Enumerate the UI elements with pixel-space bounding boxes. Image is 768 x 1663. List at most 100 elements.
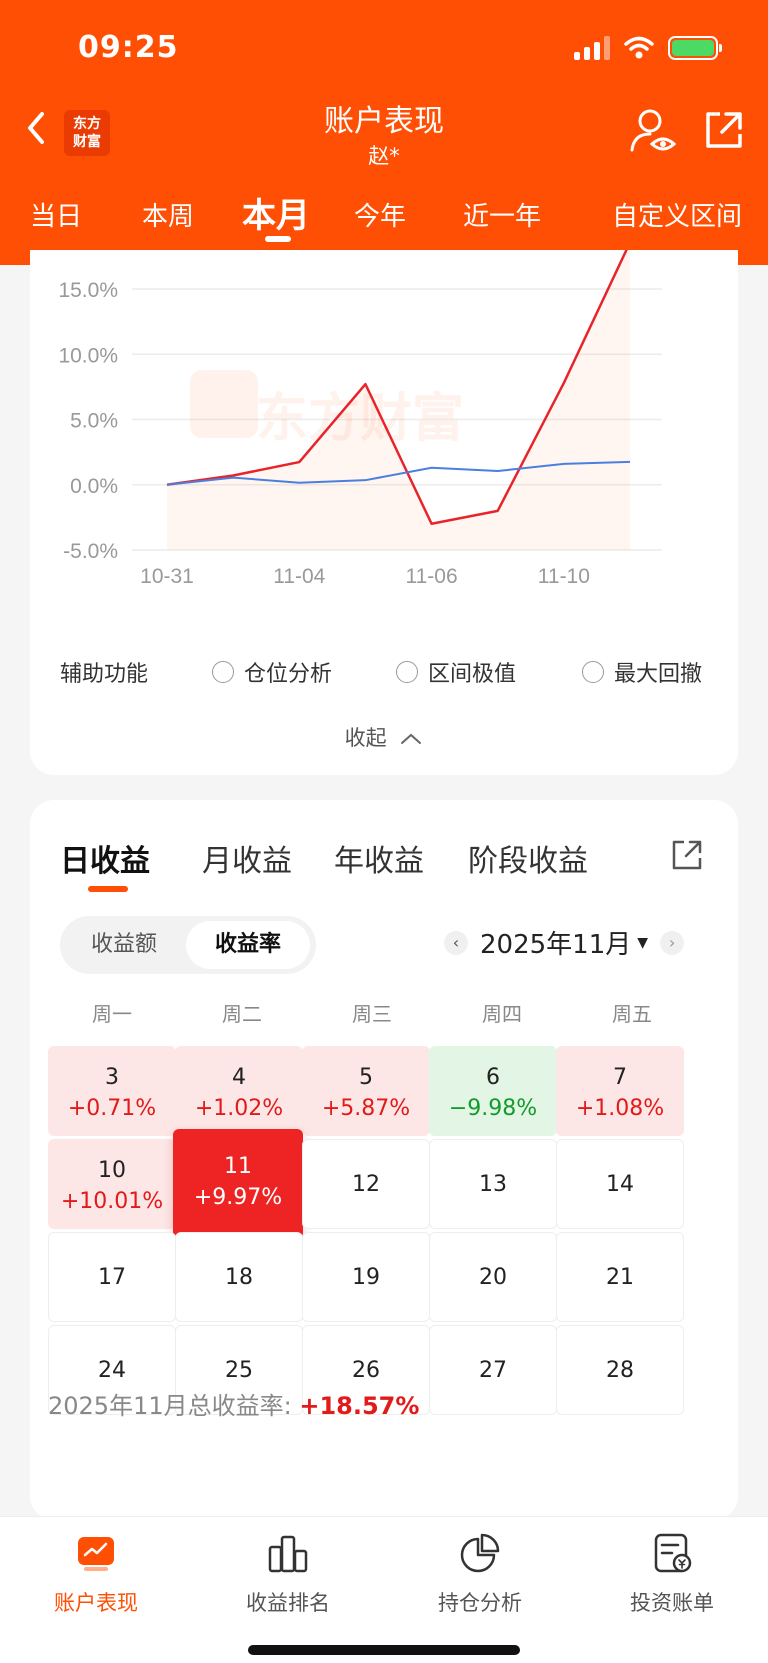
collapse-button[interactable]: 收起 xyxy=(30,722,738,752)
tab-this-week[interactable]: 本周 xyxy=(142,202,195,232)
calendar-day-cell[interactable]: 28 xyxy=(556,1325,684,1415)
day-number: 17 xyxy=(98,1265,126,1290)
tab-last-year[interactable]: 近一年 xyxy=(463,202,542,232)
calendar-day-cell[interactable]: 17 xyxy=(48,1232,176,1322)
aux-functions: 辅助功能 仓位分析 区间极值 最大回撤 xyxy=(60,650,720,690)
toggle-amount[interactable]: 收益额 xyxy=(90,932,157,957)
option-position-analysis[interactable]: 仓位分析 xyxy=(212,656,332,688)
calendar-day-cell[interactable]: 14 xyxy=(556,1139,684,1229)
calendar-day-cell[interactable]: 7 +1.08% xyxy=(556,1046,684,1136)
watermark-logo xyxy=(190,370,258,438)
total-label: 2025年11月总收益率: xyxy=(48,1392,292,1420)
radio-icon xyxy=(212,661,234,683)
x-tick-label: 11-10 xyxy=(538,565,590,588)
calendar-grid: 3 +0.71% 4 +1.02% 5 +5.87% 6 −9.98% 7 +1.08% 10 +10… xyxy=(48,1046,720,1416)
tab-this-year[interactable]: 今年 xyxy=(354,202,407,232)
day-number: 20 xyxy=(479,1265,507,1290)
option-max-drawdown[interactable]: 最大回撤 xyxy=(582,656,702,688)
nav-holdings-analysis[interactable]: 持仓分析 xyxy=(384,1531,576,1617)
x-tick-label: 11-06 xyxy=(405,565,457,588)
y-tick-label: 5.0% xyxy=(70,410,118,433)
day-return-rate: +1.02% xyxy=(194,1096,284,1121)
day-return-rate: −9.98% xyxy=(448,1096,538,1121)
back-icon[interactable] xyxy=(22,108,52,148)
toggle-rate[interactable]: 收益率 xyxy=(186,921,310,969)
share-icon[interactable] xyxy=(700,106,748,154)
user-eye-icon[interactable] xyxy=(628,106,678,156)
logo-text-2: 财富 xyxy=(73,134,101,150)
nav-investment-bill[interactable]: 投资账单 xyxy=(576,1531,768,1617)
x-tick-label: 10-31 xyxy=(140,565,194,588)
calendar-day-cell[interactable]: 25 xyxy=(175,1325,303,1415)
tab-this-month[interactable]: 本月 xyxy=(242,196,310,236)
day-return-rate: +5.87% xyxy=(321,1096,411,1121)
option-range-extremes[interactable]: 区间极值 xyxy=(396,656,516,688)
nav-label: 收益排名 xyxy=(246,1591,330,1615)
y-tick-label: -5.0% xyxy=(63,540,118,563)
tab-period-returns[interactable]: 阶段收益 xyxy=(468,844,588,879)
calendar-day-cell[interactable]: 21 xyxy=(556,1232,684,1322)
calendar-day-cell[interactable]: 11 +9.97% xyxy=(173,1129,303,1239)
returns-tabs: 日收益 月收益 年收益 阶段收益 xyxy=(30,836,738,892)
calendar-day-cell[interactable]: 26 xyxy=(302,1325,430,1415)
day-return-rate: +9.97% xyxy=(193,1185,283,1210)
month-navigator: ‹ 2025年11月 ▼ › xyxy=(444,924,685,961)
x-tick-label: 11-04 xyxy=(273,565,325,588)
day-number: 10 xyxy=(98,1158,126,1183)
next-month-icon[interactable]: › xyxy=(660,930,685,955)
weekday-label: 周五 xyxy=(612,1002,652,1026)
day-number: 14 xyxy=(606,1172,634,1197)
tab-daily-returns[interactable]: 日收益 xyxy=(60,844,150,879)
day-number: 3 xyxy=(105,1065,119,1090)
day-number: 21 xyxy=(606,1265,634,1290)
calendar-day-cell[interactable]: 3 +0.71% xyxy=(48,1046,176,1136)
y-tick-label: 0.0% xyxy=(70,475,118,498)
calendar-day-cell[interactable]: 24 xyxy=(48,1325,176,1415)
share-icon[interactable] xyxy=(670,838,704,872)
performance-chart: 15.0% 10.0% 5.0% 0.0% -5.0% 10-31 11-04 11-06 11… xyxy=(58,250,662,588)
calendar-day-cell[interactable]: 27 xyxy=(429,1325,557,1415)
weekday-label: 周二 xyxy=(222,1002,262,1026)
day-number: 18 xyxy=(225,1265,253,1290)
option-label: 区间极值 xyxy=(428,662,517,687)
monthly-total: 2025年11月总收益率: +18.57% xyxy=(48,1386,419,1421)
day-return-rate: +10.01% xyxy=(60,1189,164,1214)
page-title: 账户表现 xyxy=(324,104,444,139)
option-label: 仓位分析 xyxy=(244,662,333,687)
home-indicator xyxy=(248,1645,520,1655)
weekday-label: 周三 xyxy=(352,1002,392,1026)
calendar-day-cell[interactable]: 6 −9.98% xyxy=(429,1046,557,1136)
calendar-day-cell[interactable]: 18 xyxy=(175,1232,303,1322)
day-number: 5 xyxy=(359,1065,373,1090)
radio-icon xyxy=(582,661,604,683)
day-number: 26 xyxy=(352,1358,380,1383)
calendar-day-cell[interactable]: 20 xyxy=(429,1232,557,1322)
tab-today[interactable]: 当日 xyxy=(30,202,83,232)
watermark-text: 东方财富 xyxy=(256,389,464,449)
tab-yearly-returns[interactable]: 年收益 xyxy=(334,844,424,879)
nav-account-performance[interactable]: 账户表现 xyxy=(0,1531,192,1617)
tab-custom-range[interactable]: 自定义区间 xyxy=(612,202,743,232)
day-number: 7 xyxy=(613,1065,627,1090)
calendar-day-cell[interactable]: 5 +5.87% xyxy=(302,1046,430,1136)
battery-icon xyxy=(668,36,722,60)
series-line-benchmark xyxy=(166,460,631,486)
prev-month-icon[interactable]: ‹ xyxy=(444,930,468,955)
calendar-day-cell[interactable]: 12 xyxy=(302,1139,430,1229)
calendar-day-cell[interactable]: 13 xyxy=(429,1139,557,1229)
chart-card: 15.0% 10.0% 5.0% 0.0% -5.0% 10-31 11-04 11-06 11… xyxy=(30,250,738,775)
aux-label: 辅助功能 xyxy=(60,662,149,687)
day-number: 12 xyxy=(352,1172,380,1197)
day-number: 28 xyxy=(606,1358,634,1383)
caret-down-icon[interactable]: ▼ xyxy=(637,934,649,951)
calendar-day-cell[interactable]: 19 xyxy=(302,1232,430,1322)
calendar-day-cell[interactable]: 4 +1.02% xyxy=(175,1046,303,1136)
nav-label: 账户表现 xyxy=(54,1591,138,1615)
calendar-day-cell[interactable]: 10 +10.01% xyxy=(48,1139,176,1229)
tab-monthly-returns[interactable]: 月收益 xyxy=(202,844,292,879)
month-label[interactable]: 2025年11月 xyxy=(480,930,632,960)
day-number: 25 xyxy=(225,1358,253,1383)
chart-icon xyxy=(78,1537,114,1571)
nav-returns-ranking[interactable]: 收益排名 xyxy=(192,1531,384,1617)
total-value: +18.57% xyxy=(299,1392,420,1420)
